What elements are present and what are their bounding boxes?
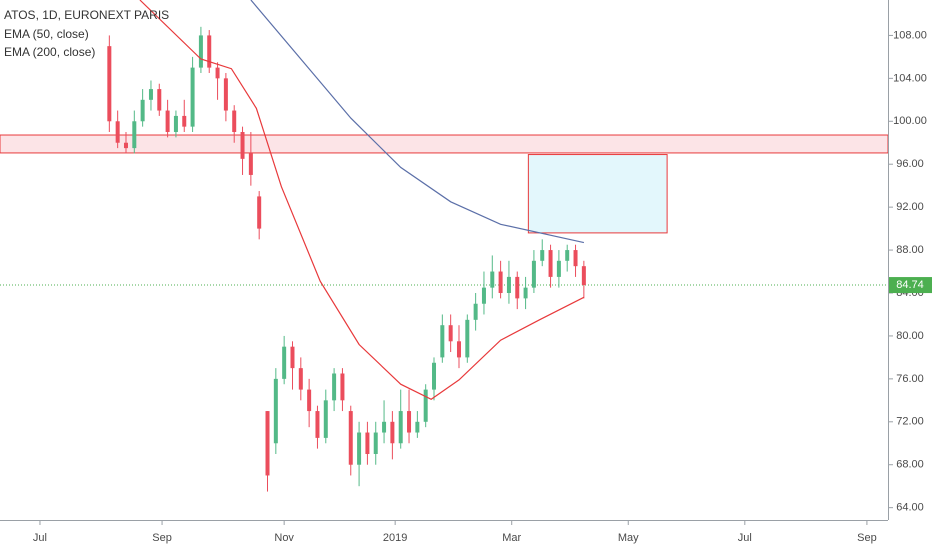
- y-tick-label: 80.00: [896, 330, 924, 342]
- candle-body: [298, 368, 303, 390]
- candle-body: [273, 378, 278, 444]
- candle-body: [365, 432, 370, 454]
- x-tick-label: Jul: [738, 532, 752, 544]
- candle-body: [581, 266, 586, 286]
- x-tick-label: 2019: [383, 532, 407, 544]
- legend-entry: EMA (50, close): [4, 27, 89, 41]
- x-tick-label: Sep: [152, 532, 172, 544]
- x-tick-label: Jul: [33, 532, 47, 544]
- candle-body: [531, 260, 536, 288]
- candle-body: [456, 341, 461, 358]
- y-tick-label: 68.00: [896, 459, 924, 471]
- y-tick-label: 64.00: [896, 502, 924, 514]
- candle-body: [473, 303, 478, 320]
- candle-body: [423, 389, 428, 422]
- last-price-box: [889, 277, 932, 294]
- candle-body: [332, 373, 337, 401]
- candle-body: [398, 411, 403, 444]
- x-tick-label: May: [618, 532, 639, 544]
- candle-body: [323, 400, 328, 438]
- candle-body: [223, 78, 228, 111]
- ema-line: [250, 0, 585, 244]
- y-tick-label: 72.00: [896, 416, 924, 428]
- candle-body: [540, 250, 545, 261]
- candle-body: [407, 411, 412, 433]
- x-tick-label: Nov: [274, 532, 294, 544]
- candle-body: [548, 250, 553, 277]
- candle-body: [173, 115, 178, 133]
- candle-body: [573, 250, 578, 267]
- candle-body: [265, 411, 270, 476]
- y-tick-label: 100.00: [893, 115, 927, 127]
- chart-title: ATOS, 1D, EURONEXT PARIS: [4, 8, 169, 22]
- candle-body: [440, 325, 445, 358]
- x-tick-label: Sep: [857, 532, 877, 544]
- y-tick-label: 76.00: [896, 373, 924, 385]
- candle-body: [565, 250, 570, 261]
- y-tick-label: 88.00: [896, 244, 924, 256]
- candle-body: [232, 110, 237, 133]
- candle-body: [215, 67, 220, 79]
- candle-body: [257, 196, 262, 229]
- candle-body: [123, 142, 128, 149]
- ema-line: [139, 0, 585, 400]
- candle-body: [182, 115, 187, 127]
- x-tick-label: Mar: [502, 532, 521, 544]
- y-tick-label: 104.00: [893, 72, 927, 84]
- candle-body: [506, 276, 511, 294]
- candle-body: [140, 99, 145, 122]
- last-price-label: 84.74: [896, 279, 924, 291]
- legend-entry: EMA (200, close): [4, 45, 95, 59]
- candle-body: [107, 46, 112, 122]
- y-tick-label: 92.00: [896, 201, 924, 213]
- candle-body: [481, 287, 486, 304]
- candle-body: [307, 389, 312, 412]
- candle-body: [448, 325, 453, 342]
- candle-body: [490, 271, 495, 288]
- candle-body: [148, 89, 153, 100]
- candle-body: [240, 132, 245, 159]
- candle-body: [556, 260, 561, 277]
- candle-body: [415, 421, 420, 433]
- candle-body: [382, 421, 387, 433]
- candle-body: [132, 121, 137, 149]
- resistance-zone: [0, 134, 888, 154]
- candle-body: [248, 153, 253, 175]
- candle-body: [432, 362, 437, 390]
- candle-body: [357, 432, 362, 465]
- candle-body: [498, 271, 503, 294]
- y-tick-label: 108.00: [893, 29, 927, 41]
- candle-body: [290, 346, 295, 369]
- candle-body: [390, 421, 395, 444]
- candle-body: [315, 411, 320, 438]
- candle-body: [348, 411, 353, 465]
- candle-body: [340, 373, 345, 401]
- candle-body: [207, 35, 212, 68]
- target-box: [527, 154, 668, 234]
- candle-body: [373, 432, 378, 454]
- candle-body: [523, 287, 528, 299]
- plot-area: [0, 0, 888, 492]
- candle-body: [282, 346, 287, 379]
- candle-body: [190, 67, 195, 127]
- candle-body: [465, 319, 470, 358]
- candle-body: [165, 110, 170, 133]
- candle-body: [198, 35, 203, 68]
- candle-body: [515, 276, 520, 299]
- y-tick-label: 96.00: [896, 158, 924, 170]
- candle-body: [157, 89, 162, 111]
- candle-body: [115, 121, 120, 143]
